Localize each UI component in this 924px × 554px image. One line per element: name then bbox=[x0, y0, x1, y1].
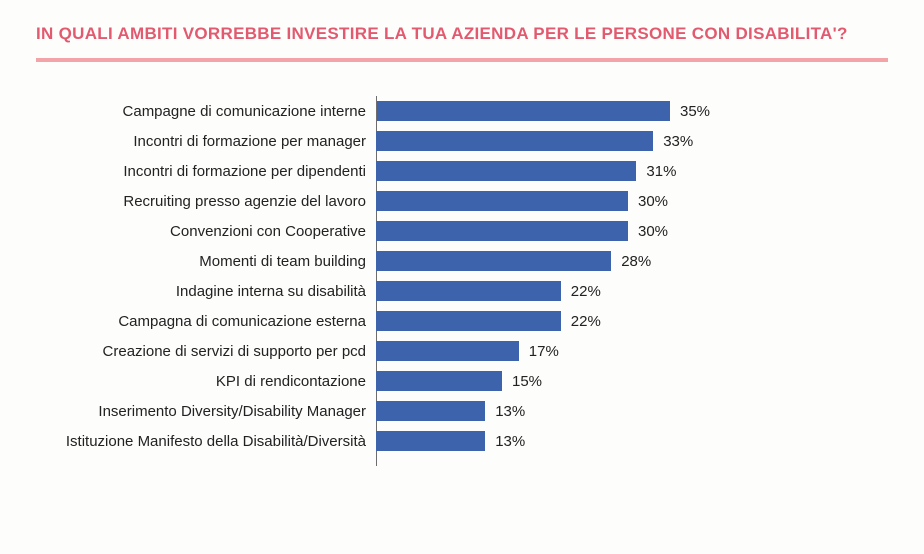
bar-track: 17% bbox=[376, 341, 796, 361]
chart-row: Indagine interna su disabilità 22% bbox=[46, 276, 888, 306]
chart-row: Istituzione Manifesto della Disabilità/D… bbox=[46, 426, 888, 456]
bar bbox=[376, 341, 519, 361]
bar-label: Convenzioni con Cooperative bbox=[46, 223, 376, 240]
slide: IN QUALI AMBITI VORREBBE INVESTIRE LA TU… bbox=[0, 0, 924, 554]
bar-label: Campagna di comunicazione esterna bbox=[46, 313, 376, 330]
bar-label: KPI di rendicontazione bbox=[46, 373, 376, 390]
bar-track: 22% bbox=[376, 281, 796, 301]
bar bbox=[376, 191, 628, 211]
chart-row: Campagne di comunicazione interne 35% bbox=[46, 96, 888, 126]
bar bbox=[376, 281, 561, 301]
bar-value: 28% bbox=[621, 253, 651, 270]
bar bbox=[376, 131, 653, 151]
chart-row: Creazione di servizi di supporto per pcd… bbox=[46, 336, 888, 366]
bar-track: 30% bbox=[376, 221, 796, 241]
bar-value: 22% bbox=[571, 283, 601, 300]
bar-value: 30% bbox=[638, 223, 668, 240]
chart-row: Recruiting presso agenzie del lavoro 30% bbox=[46, 186, 888, 216]
bar-label: Momenti di team building bbox=[46, 253, 376, 270]
bar-label: Creazione di servizi di supporto per pcd bbox=[46, 343, 376, 360]
bar-value: 35% bbox=[680, 103, 710, 120]
bar-value: 13% bbox=[495, 403, 525, 420]
chart-row: Incontri di formazione per dipendenti 31% bbox=[46, 156, 888, 186]
bar-label: Recruiting presso agenzie del lavoro bbox=[46, 193, 376, 210]
bar bbox=[376, 401, 485, 421]
bar-value: 15% bbox=[512, 373, 542, 390]
bar-track: 35% bbox=[376, 101, 796, 121]
bar-chart: Campagne di comunicazione interne 35% Inco… bbox=[36, 96, 888, 456]
bar-track: 15% bbox=[376, 371, 796, 391]
bar-value: 33% bbox=[663, 133, 693, 150]
bar bbox=[376, 251, 611, 271]
bar-label: Indagine interna su disabilità bbox=[46, 283, 376, 300]
bar-value: 30% bbox=[638, 193, 668, 210]
bar-label: Inserimento Diversity/Disability Manager bbox=[46, 403, 376, 420]
bar-label: Incontri di formazione per dipendenti bbox=[46, 163, 376, 180]
chart-row: KPI di rendicontazione 15% bbox=[46, 366, 888, 396]
bar-value: 13% bbox=[495, 433, 525, 450]
bar-track: 30% bbox=[376, 191, 796, 211]
bar-track: 22% bbox=[376, 311, 796, 331]
chart-title: IN QUALI AMBITI VORREBBE INVESTIRE LA TU… bbox=[36, 24, 888, 44]
bar-track: 13% bbox=[376, 431, 796, 451]
bar-track: 13% bbox=[376, 401, 796, 421]
bar-track: 28% bbox=[376, 251, 796, 271]
bar bbox=[376, 161, 636, 181]
chart-row: Incontri di formazione per manager 33% bbox=[46, 126, 888, 156]
bar-track: 33% bbox=[376, 131, 796, 151]
chart-row: Momenti di team building 28% bbox=[46, 246, 888, 276]
chart-row: Campagna di comunicazione esterna 22% bbox=[46, 306, 888, 336]
chart-row: Inserimento Diversity/Disability Manager… bbox=[46, 396, 888, 426]
bar-value: 22% bbox=[571, 313, 601, 330]
bar-value: 31% bbox=[646, 163, 676, 180]
bar-label: Campagne di comunicazione interne bbox=[46, 103, 376, 120]
bar bbox=[376, 431, 485, 451]
bar-label: Istituzione Manifesto della Disabilità/D… bbox=[46, 433, 376, 450]
bar bbox=[376, 221, 628, 241]
bar-label: Incontri di formazione per manager bbox=[46, 133, 376, 150]
title-underline bbox=[36, 58, 888, 62]
bar-track: 31% bbox=[376, 161, 796, 181]
bar bbox=[376, 311, 561, 331]
bar bbox=[376, 371, 502, 391]
bar bbox=[376, 101, 670, 121]
bar-value: 17% bbox=[529, 343, 559, 360]
chart-row: Convenzioni con Cooperative 30% bbox=[46, 216, 888, 246]
